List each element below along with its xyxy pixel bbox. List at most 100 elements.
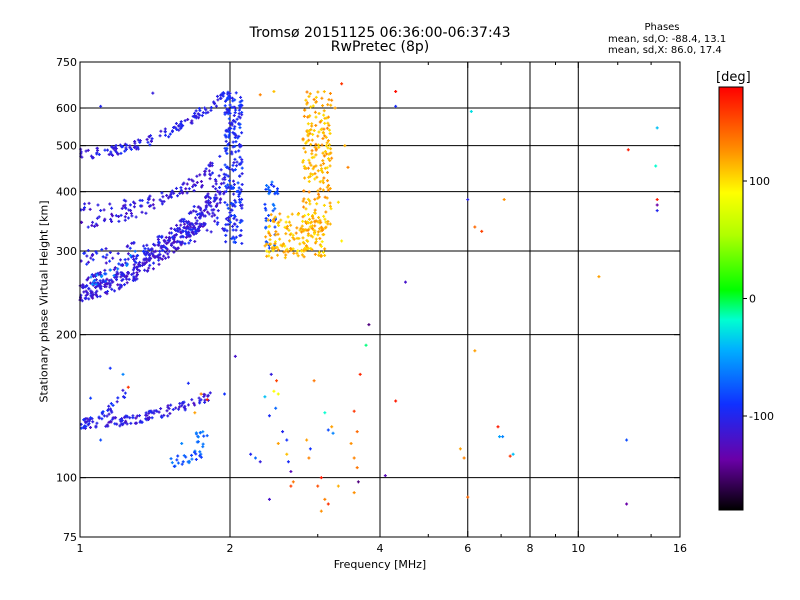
data-point bbox=[138, 420, 142, 424]
data-point bbox=[296, 254, 300, 258]
data-point bbox=[104, 261, 108, 265]
data-point bbox=[179, 186, 183, 190]
data-point bbox=[123, 206, 127, 210]
data-point bbox=[231, 145, 235, 149]
data-point bbox=[147, 415, 151, 419]
data-point bbox=[109, 278, 113, 282]
data-point bbox=[207, 169, 211, 173]
data-point bbox=[307, 95, 311, 99]
data-point bbox=[186, 403, 190, 407]
data-point bbox=[230, 208, 234, 212]
data-point bbox=[278, 237, 282, 241]
data-point bbox=[216, 98, 220, 102]
data-point bbox=[327, 128, 331, 132]
y-tick-label: 750 bbox=[56, 56, 77, 69]
data-point bbox=[231, 179, 235, 183]
data-point bbox=[327, 98, 331, 102]
data-point bbox=[147, 266, 151, 270]
data-point bbox=[185, 224, 189, 228]
data-point bbox=[96, 281, 100, 285]
data-point bbox=[327, 123, 331, 127]
data-point bbox=[194, 431, 198, 435]
y-tick-label: 400 bbox=[56, 186, 77, 199]
data-point bbox=[131, 279, 135, 283]
data-point bbox=[324, 144, 328, 148]
data-point bbox=[209, 105, 213, 109]
data-point bbox=[289, 484, 293, 488]
data-point bbox=[238, 116, 242, 120]
data-point bbox=[186, 234, 190, 238]
data-point bbox=[232, 213, 236, 217]
data-point bbox=[211, 171, 215, 175]
data-point bbox=[108, 366, 112, 370]
data-point bbox=[269, 213, 273, 217]
data-point bbox=[320, 167, 324, 171]
data-point bbox=[271, 202, 275, 206]
data-point bbox=[316, 192, 320, 196]
data-point bbox=[232, 192, 236, 196]
data-point bbox=[83, 202, 87, 206]
data-point bbox=[164, 235, 168, 239]
data-point bbox=[158, 256, 162, 260]
data-point bbox=[138, 260, 142, 264]
data-point bbox=[289, 470, 293, 474]
data-point bbox=[230, 96, 234, 100]
data-point bbox=[466, 198, 470, 202]
data-point bbox=[165, 193, 169, 197]
data-point bbox=[96, 271, 100, 275]
x-tick-label: 10 bbox=[571, 542, 585, 555]
colorbar-tick-label: 0 bbox=[749, 293, 756, 306]
data-point bbox=[152, 198, 156, 202]
data-point bbox=[312, 129, 316, 133]
data-point bbox=[142, 244, 146, 248]
data-point bbox=[317, 227, 321, 231]
x-tick-label: 4 bbox=[377, 542, 384, 555]
data-point bbox=[86, 225, 90, 229]
data-point bbox=[145, 243, 149, 247]
data-point bbox=[224, 184, 228, 188]
data-points bbox=[78, 82, 659, 513]
data-point bbox=[137, 262, 141, 266]
data-point bbox=[166, 252, 170, 256]
data-point bbox=[223, 163, 227, 167]
data-point bbox=[215, 202, 219, 206]
data-point bbox=[233, 157, 237, 161]
data-point bbox=[193, 239, 197, 243]
data-point bbox=[208, 391, 212, 395]
data-point bbox=[108, 268, 112, 272]
data-point bbox=[330, 156, 334, 160]
stats-line-x: mean, sd,X: 86.0, 17.4 bbox=[608, 45, 722, 56]
data-point bbox=[286, 460, 290, 464]
data-point bbox=[116, 267, 120, 271]
data-point bbox=[154, 409, 158, 413]
data-point bbox=[99, 104, 103, 108]
data-point bbox=[333, 106, 337, 110]
data-point bbox=[223, 112, 227, 116]
data-point bbox=[231, 186, 235, 190]
data-point bbox=[307, 138, 311, 142]
data-point bbox=[192, 183, 196, 187]
data-point bbox=[167, 249, 171, 253]
data-point bbox=[205, 434, 209, 438]
data-point bbox=[133, 141, 137, 145]
x-tick-label: 1 bbox=[77, 542, 84, 555]
data-point bbox=[170, 130, 174, 134]
data-point bbox=[210, 164, 214, 168]
data-point bbox=[126, 385, 130, 389]
data-point bbox=[105, 281, 109, 285]
data-point bbox=[237, 186, 241, 190]
data-point bbox=[111, 417, 115, 421]
data-point bbox=[223, 392, 227, 396]
data-point bbox=[130, 214, 134, 218]
data-point bbox=[189, 228, 193, 232]
data-point bbox=[132, 200, 136, 204]
data-point bbox=[192, 209, 196, 213]
data-point bbox=[181, 460, 185, 464]
data-point bbox=[218, 185, 222, 189]
data-point bbox=[170, 189, 174, 193]
data-point bbox=[166, 404, 170, 408]
data-point bbox=[326, 179, 330, 183]
data-point bbox=[230, 237, 234, 241]
data-point bbox=[152, 254, 156, 258]
data-point bbox=[314, 115, 318, 119]
